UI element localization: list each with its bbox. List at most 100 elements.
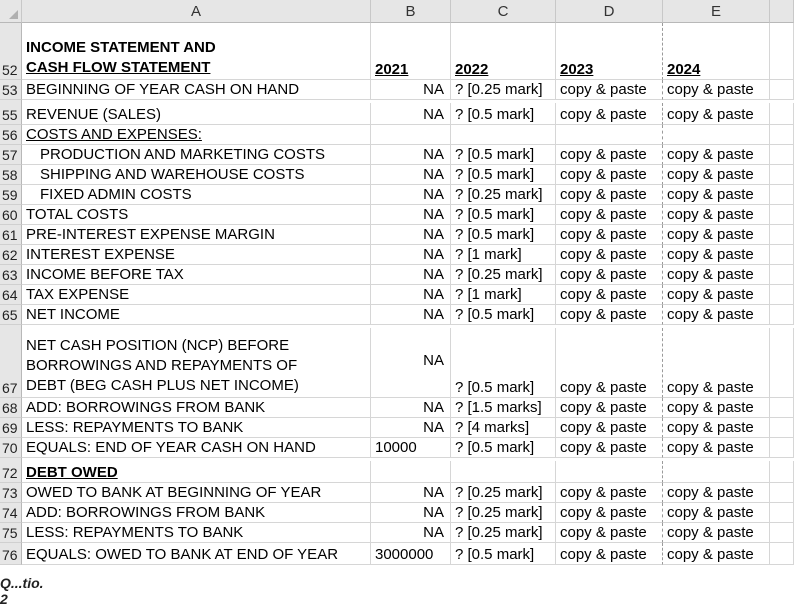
cell-a[interactable]: TOTAL COSTS xyxy=(22,205,371,225)
cell-f[interactable] xyxy=(770,185,794,205)
cell-a[interactable]: LESS: REPAYMENTS TO BANK xyxy=(22,418,371,438)
cell-e[interactable]: 2024 xyxy=(663,23,770,80)
cell-c[interactable]: ? [0.5 mark] xyxy=(451,438,556,458)
cell-d[interactable]: copy & paste xyxy=(556,438,663,458)
row-header[interactable]: 59 xyxy=(0,185,22,205)
cell-b[interactable]: NA xyxy=(371,285,451,305)
cell-b[interactable]: NA xyxy=(371,185,451,205)
cell-e[interactable]: copy & paste xyxy=(663,205,770,225)
cell-c[interactable]: ? [4 marks] xyxy=(451,418,556,438)
cell-e[interactable]: copy & paste xyxy=(663,438,770,458)
cell-c[interactable]: ? [0.25 mark] xyxy=(451,483,556,503)
cell-f[interactable] xyxy=(770,328,794,398)
row-header[interactable]: 56 xyxy=(0,125,22,145)
cell-c[interactable]: ? [0.5 mark] xyxy=(451,145,556,165)
cell-e[interactable]: copy & paste xyxy=(663,265,770,285)
cell-a[interactable]: NET INCOME xyxy=(22,305,371,325)
cell-e[interactable]: copy & paste xyxy=(663,103,770,125)
cell-b[interactable]: NA xyxy=(371,418,451,438)
cell-e[interactable]: copy & paste xyxy=(663,80,770,100)
cell-e[interactable]: copy & paste xyxy=(663,503,770,523)
cell-c[interactable]: ? [0.25 mark] xyxy=(451,503,556,523)
cell-b[interactable]: NA xyxy=(371,265,451,285)
row-header[interactable]: 73 xyxy=(0,483,22,503)
cell-b[interactable]: NA xyxy=(371,103,451,125)
cell-c[interactable]: ? [0.5 mark] xyxy=(451,165,556,185)
cell-f[interactable] xyxy=(770,418,794,438)
cell-f[interactable] xyxy=(770,145,794,165)
cell-d[interactable]: copy & paste xyxy=(556,328,663,398)
cell-a[interactable]: SHIPPING AND WAREHOUSE COSTS xyxy=(22,165,371,185)
cell-e[interactable]: copy & paste xyxy=(663,245,770,265)
cell-a[interactable]: INCOME BEFORE TAX xyxy=(22,265,371,285)
cell-a[interactable]: EQUALS: END OF YEAR CASH ON HAND xyxy=(22,438,371,458)
cell-e[interactable]: copy & paste xyxy=(663,328,770,398)
cell-d[interactable]: copy & paste xyxy=(556,503,663,523)
cell-d[interactable]: copy & paste xyxy=(556,305,663,325)
cell-f[interactable] xyxy=(770,23,794,80)
cell-b[interactable]: NA xyxy=(371,245,451,265)
cell-f[interactable] xyxy=(770,398,794,418)
cell-b[interactable]: NA xyxy=(371,503,451,523)
cell-d[interactable]: copy & paste xyxy=(556,80,663,100)
cell-d[interactable]: copy & paste xyxy=(556,398,663,418)
cell-f[interactable] xyxy=(770,225,794,245)
cell-f[interactable] xyxy=(770,165,794,185)
cell-d[interactable]: copy & paste xyxy=(556,145,663,165)
cell-e[interactable]: copy & paste xyxy=(663,285,770,305)
cell-b[interactable]: NA xyxy=(371,80,451,100)
cell-a[interactable]: OWED TO BANK AT BEGINNING OF YEAR xyxy=(22,483,371,503)
cell-a[interactable]: EQUALS: OWED TO BANK AT END OF YEAR xyxy=(22,543,371,565)
cell-f[interactable] xyxy=(770,438,794,458)
cell-e[interactable]: copy & paste xyxy=(663,483,770,503)
cell-d[interactable]: copy & paste xyxy=(556,205,663,225)
cell-e[interactable]: copy & paste xyxy=(663,185,770,205)
row-header[interactable]: 60 xyxy=(0,205,22,225)
row-header[interactable]: 76 xyxy=(0,543,22,565)
cell-a[interactable]: ADD: BORROWINGS FROM BANK xyxy=(22,503,371,523)
cell-f[interactable] xyxy=(770,483,794,503)
cell-c[interactable] xyxy=(451,461,556,483)
cell-f[interactable] xyxy=(770,543,794,565)
cell-c[interactable]: ? [0.5 mark] xyxy=(451,543,556,565)
cell-e[interactable] xyxy=(663,125,770,145)
cell-d[interactable]: copy & paste xyxy=(556,245,663,265)
cell-e[interactable]: copy & paste xyxy=(663,145,770,165)
cell-a[interactable]: FIXED ADMIN COSTS xyxy=(22,185,371,205)
cell-e[interactable]: copy & paste xyxy=(663,225,770,245)
row-header[interactable]: 55 xyxy=(0,103,22,125)
cell-d[interactable]: copy & paste xyxy=(556,523,663,543)
row-header[interactable]: 74 xyxy=(0,503,22,523)
cell-f[interactable] xyxy=(770,305,794,325)
cell-d[interactable]: copy & paste xyxy=(556,483,663,503)
cell-c[interactable]: ? [0.25 mark] xyxy=(451,265,556,285)
cell-b[interactable]: NA xyxy=(371,145,451,165)
cell-e[interactable] xyxy=(663,461,770,483)
row-header[interactable]: 68 xyxy=(0,398,22,418)
cell-a[interactable]: PRE-INTEREST EXPENSE MARGIN xyxy=(22,225,371,245)
cell-b[interactable]: NA xyxy=(371,523,451,543)
row-header[interactable]: 65 xyxy=(0,305,22,325)
cell-f[interactable] xyxy=(770,503,794,523)
cell-d[interactable] xyxy=(556,461,663,483)
cell-c[interactable]: ? [0.5 mark] xyxy=(451,225,556,245)
cell-d[interactable]: copy & paste xyxy=(556,265,663,285)
cell-a[interactable]: LESS: REPAYMENTS TO BANK xyxy=(22,523,371,543)
cell-f[interactable] xyxy=(770,265,794,285)
cell-f[interactable] xyxy=(770,125,794,145)
cell-f[interactable] xyxy=(770,523,794,543)
cell-a[interactable]: BEGINNING OF YEAR CASH ON HAND xyxy=(22,80,371,100)
cell-d[interactable]: copy & paste xyxy=(556,225,663,245)
cell-f[interactable] xyxy=(770,461,794,483)
cell-b[interactable]: NA xyxy=(371,225,451,245)
cell-c[interactable]: 2022 xyxy=(451,23,556,80)
cell-c[interactable]: ? [0.25 mark] xyxy=(451,185,556,205)
cell-b[interactable] xyxy=(371,125,451,145)
cell-c[interactable]: ? [0.5 mark] xyxy=(451,103,556,125)
row-header[interactable]: 52 xyxy=(0,23,22,80)
cell-a[interactable]: REVENUE (SALES) xyxy=(22,103,371,125)
cell-f[interactable] xyxy=(770,205,794,225)
cell-f[interactable] xyxy=(770,80,794,100)
cell-d[interactable]: copy & paste xyxy=(556,185,663,205)
cell-b[interactable]: 10000 xyxy=(371,438,451,458)
